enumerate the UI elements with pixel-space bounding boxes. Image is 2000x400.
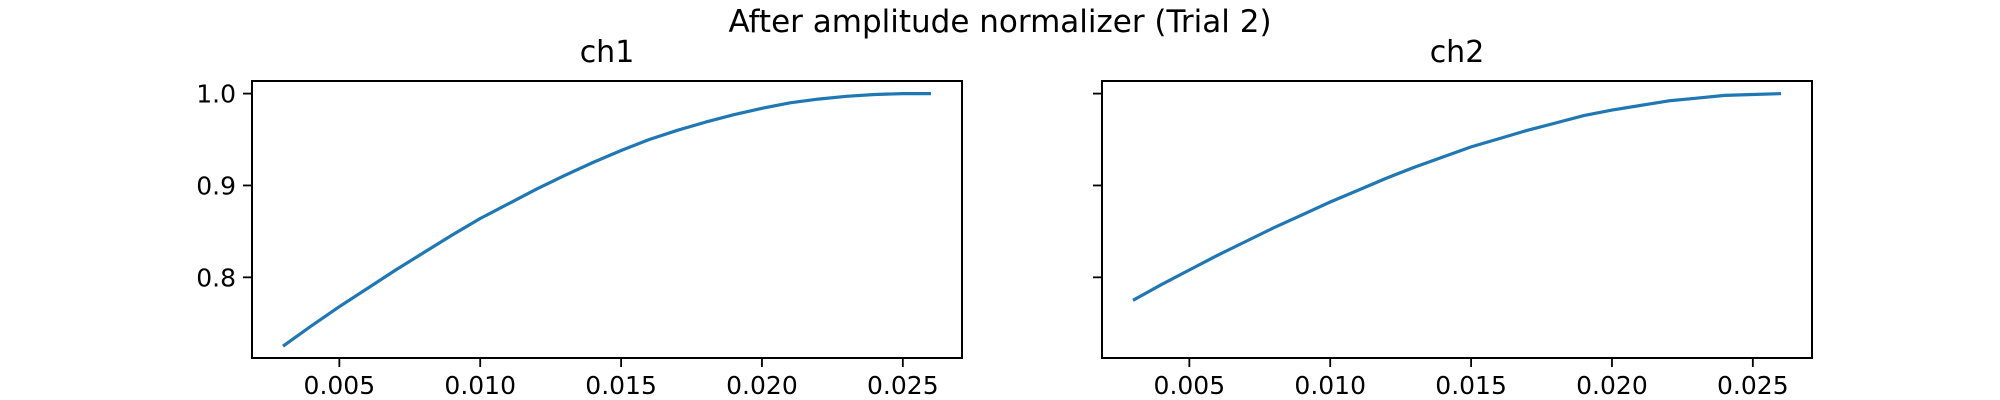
series-line-ch2-0 [1132, 92, 1782, 302]
xtick-label-ch2-0: 0.005 [1154, 371, 1226, 400]
xtick-label-ch1-2: 0.015 [585, 371, 657, 400]
xtick-label-ch2-1: 0.010 [1294, 371, 1366, 400]
subplot-ch1: ch1 0.005 0.010 0.015 0.020 0.025 0.8 0.9 1.0 [196, 35, 963, 400]
xtick-label-ch1-4: 0.025 [867, 371, 939, 400]
series-layer-ch1 [282, 91, 931, 348]
series-line-ch1-0 [282, 91, 931, 348]
axes-frame-ch1 [251, 80, 963, 359]
ytick-label-ch1-1: 0.9 [196, 171, 236, 200]
tick-layer-ch2: 0.005 0.010 0.015 0.020 0.025 [1093, 92, 1789, 400]
ytick-label-ch1-2: 1.0 [196, 80, 236, 109]
xtick-label-ch2-4: 0.025 [1717, 371, 1789, 400]
subplot-title-ch1: ch1 [580, 35, 635, 70]
ytick-label-ch1-0: 0.8 [196, 263, 236, 292]
xtick-label-ch2-3: 0.020 [1576, 371, 1648, 400]
tick-layer-ch1: 0.005 0.010 0.015 0.020 0.025 0.8 0.9 1.0 [196, 80, 938, 400]
subplot-ch2: ch2 0.005 0.010 0.015 0.020 0.025 [1093, 35, 1813, 400]
series-layer-ch2 [1132, 92, 1782, 302]
xtick-label-ch1-0: 0.005 [304, 371, 376, 400]
xtick-label-ch1-3: 0.020 [726, 371, 798, 400]
figure-title: After amplitude normalizer (Trial 2) [728, 4, 1271, 40]
axes-frame-ch2 [1101, 80, 1813, 359]
xtick-label-ch1-1: 0.010 [444, 371, 516, 400]
xtick-label-ch2-2: 0.015 [1435, 371, 1507, 400]
subplot-title-ch2: ch2 [1430, 35, 1485, 70]
